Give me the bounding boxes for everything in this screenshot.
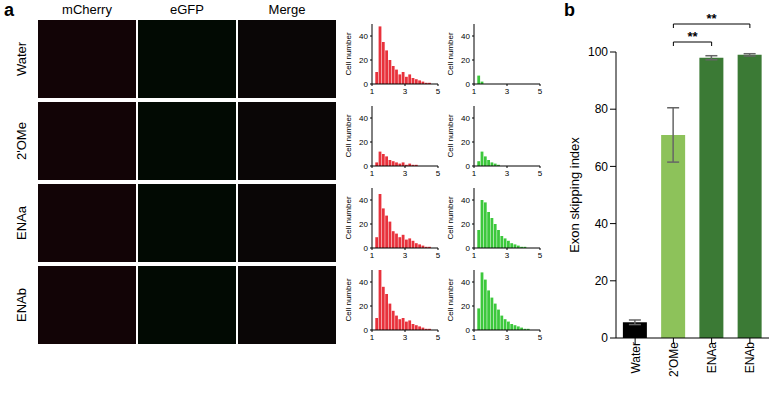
svg-text:40: 40 bbox=[359, 32, 368, 41]
svg-text:0: 0 bbox=[364, 326, 369, 335]
svg-text:1: 1 bbox=[370, 87, 375, 96]
svg-text:20: 20 bbox=[359, 220, 368, 229]
svg-text:40: 40 bbox=[461, 114, 470, 123]
html-text:b: b bbox=[564, 0, 575, 20]
svg-text:ENAa: ENAa bbox=[705, 342, 719, 374]
svg-text:1: 1 bbox=[370, 169, 375, 178]
svg-text:0: 0 bbox=[466, 80, 471, 89]
svg-text:40: 40 bbox=[359, 196, 368, 205]
svg-text:3: 3 bbox=[403, 333, 408, 342]
svg-text:**: ** bbox=[707, 11, 718, 26]
svg-text:5: 5 bbox=[436, 251, 441, 260]
svg-text:20: 20 bbox=[359, 302, 368, 311]
svg-text:0: 0 bbox=[466, 244, 471, 253]
svg-text:5: 5 bbox=[538, 87, 543, 96]
svg-text:Cell number: Cell number bbox=[344, 278, 353, 321]
svg-text:1: 1 bbox=[370, 251, 375, 260]
html-text:mCherry: mCherry bbox=[62, 2, 112, 17]
html-text:Water: Water bbox=[14, 41, 29, 77]
svg-text:Exon skipping index: Exon skipping index bbox=[567, 137, 582, 253]
svg-text:20: 20 bbox=[359, 138, 368, 147]
svg-text:20: 20 bbox=[461, 302, 470, 311]
svg-text:Cell number: Cell number bbox=[344, 32, 353, 75]
svg-text:1: 1 bbox=[472, 87, 477, 96]
html-text:ENAb: ENAb bbox=[14, 288, 29, 322]
svg-text:Cell number: Cell number bbox=[446, 32, 455, 75]
html-text:Merge: Merge bbox=[268, 2, 306, 17]
svg-text:**: ** bbox=[687, 29, 698, 44]
svg-text:0: 0 bbox=[364, 80, 369, 89]
svg-text:1: 1 bbox=[472, 169, 477, 178]
svg-text:40: 40 bbox=[595, 217, 609, 231]
svg-text:ENAb: ENAb bbox=[743, 342, 757, 374]
svg-text:Cell number: Cell number bbox=[446, 278, 455, 321]
svg-text:0: 0 bbox=[466, 326, 471, 335]
svg-text:5: 5 bbox=[538, 333, 543, 342]
html-text:a: a bbox=[4, 0, 14, 20]
svg-text:100: 100 bbox=[588, 45, 608, 59]
svg-text:3: 3 bbox=[505, 169, 510, 178]
svg-text:Cell number: Cell number bbox=[344, 196, 353, 239]
svg-text:1: 1 bbox=[370, 333, 375, 342]
svg-text:0: 0 bbox=[466, 162, 471, 171]
html-text:eGFP: eGFP bbox=[170, 2, 204, 17]
svg-text:Cell number: Cell number bbox=[446, 196, 455, 239]
svg-text:0: 0 bbox=[364, 162, 369, 171]
svg-text:20: 20 bbox=[461, 138, 470, 147]
svg-text:1: 1 bbox=[472, 333, 477, 342]
svg-text:40: 40 bbox=[461, 32, 470, 41]
svg-text:5: 5 bbox=[538, 251, 543, 260]
svg-text:Cell number: Cell number bbox=[344, 114, 353, 157]
html-text:ENAa: ENAa bbox=[14, 206, 29, 240]
svg-text:40: 40 bbox=[461, 278, 470, 287]
svg-text:5: 5 bbox=[436, 169, 441, 178]
svg-text:Water: Water bbox=[629, 342, 643, 374]
svg-text:3: 3 bbox=[505, 87, 510, 96]
svg-text:3: 3 bbox=[403, 87, 408, 96]
svg-text:80: 80 bbox=[595, 102, 609, 116]
svg-text:5: 5 bbox=[538, 169, 543, 178]
svg-text:0: 0 bbox=[601, 331, 608, 345]
svg-text:Cell number: Cell number bbox=[446, 114, 455, 157]
svg-text:20: 20 bbox=[359, 56, 368, 65]
svg-text:3: 3 bbox=[403, 169, 408, 178]
svg-text:3: 3 bbox=[505, 251, 510, 260]
svg-text:40: 40 bbox=[359, 278, 368, 287]
svg-text:3: 3 bbox=[403, 251, 408, 260]
svg-text:40: 40 bbox=[461, 196, 470, 205]
svg-text:40: 40 bbox=[359, 114, 368, 123]
svg-text:5: 5 bbox=[436, 87, 441, 96]
svg-text:2'OMe: 2'OMe bbox=[667, 342, 681, 377]
svg-text:3: 3 bbox=[505, 333, 510, 342]
svg-text:20: 20 bbox=[461, 56, 470, 65]
svg-text:60: 60 bbox=[595, 160, 609, 174]
svg-text:0: 0 bbox=[364, 244, 369, 253]
svg-text:1: 1 bbox=[472, 251, 477, 260]
svg-text:20: 20 bbox=[461, 220, 470, 229]
html-text:2'OMe: 2'OMe bbox=[14, 122, 29, 160]
svg-text:5: 5 bbox=[436, 333, 441, 342]
svg-text:20: 20 bbox=[595, 274, 609, 288]
